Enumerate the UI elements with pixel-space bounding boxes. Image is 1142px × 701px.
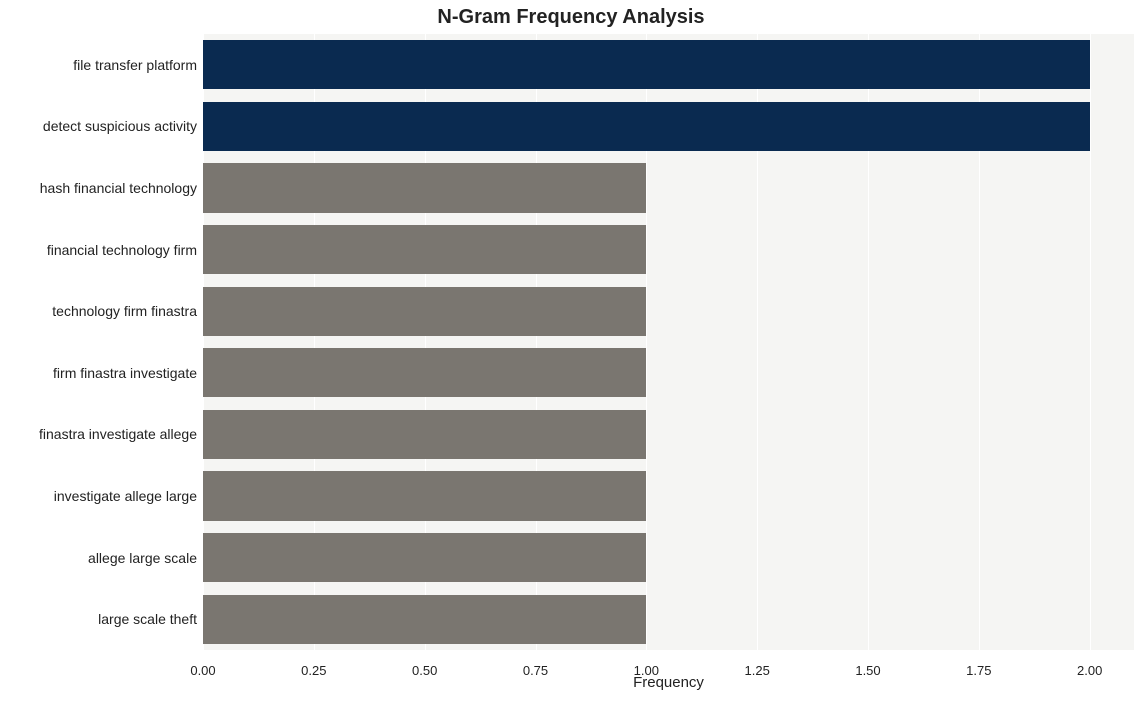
x-tick-label: 1.00 xyxy=(634,663,659,678)
chart-title: N-Gram Frequency Analysis xyxy=(0,6,1142,29)
bar xyxy=(203,595,646,644)
plot-area xyxy=(203,34,1134,650)
x-axis-label: Frequency xyxy=(203,674,1134,691)
bar xyxy=(203,225,646,274)
bar xyxy=(203,40,1090,89)
y-tick-label: allege large scale xyxy=(88,550,197,566)
bar xyxy=(203,410,646,459)
y-tick-label: finastra investigate allege xyxy=(39,426,197,442)
x-tick-label: 1.25 xyxy=(745,663,770,678)
y-tick-label: investigate allege large xyxy=(54,488,197,504)
bar xyxy=(203,348,646,397)
x-tick-label: 1.50 xyxy=(855,663,880,678)
x-tick-label: 1.75 xyxy=(966,663,991,678)
ngram-frequency-chart: N-Gram Frequency Analysis Frequency 0.00… xyxy=(0,0,1142,701)
bar xyxy=(203,533,646,582)
gridline xyxy=(1090,34,1091,650)
y-tick-label: file transfer platform xyxy=(73,57,197,73)
bar xyxy=(203,102,1090,151)
x-tick-label: 0.00 xyxy=(190,663,215,678)
x-tick-label: 0.50 xyxy=(412,663,437,678)
x-tick-label: 0.75 xyxy=(523,663,548,678)
bar xyxy=(203,287,646,336)
y-tick-label: detect suspicious activity xyxy=(43,118,197,134)
y-tick-label: firm finastra investigate xyxy=(53,365,197,381)
y-tick-label: technology firm finastra xyxy=(52,303,197,319)
bar xyxy=(203,163,646,212)
x-tick-label: 0.25 xyxy=(301,663,326,678)
y-tick-label: large scale theft xyxy=(98,611,197,627)
y-tick-label: hash financial technology xyxy=(40,180,197,196)
x-tick-label: 2.00 xyxy=(1077,663,1102,678)
y-tick-label: financial technology firm xyxy=(47,242,197,258)
bar xyxy=(203,471,646,520)
